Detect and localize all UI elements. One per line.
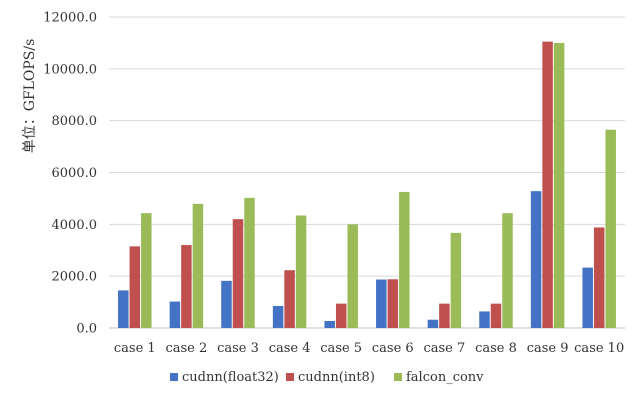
legend: cudnn(float32) cudnn(int8) falcon_conv — [170, 370, 484, 385]
bar-cudnn(float32)-case-10 — [582, 267, 593, 328]
x-tick-label: case 1 — [114, 341, 156, 356]
bar-cudnn(float32)-case-8 — [479, 311, 490, 328]
y-tick-label: 10000.0 — [43, 62, 97, 77]
y-tick-label: 8000.0 — [52, 114, 98, 129]
bar-falcon_conv-case-7 — [450, 232, 462, 328]
bar-falcon_conv-case-2 — [192, 203, 204, 328]
legend-label: cudnn(int8) — [298, 370, 375, 385]
x-tick-label: case 4 — [269, 341, 311, 356]
y-tick-label: 0.0 — [76, 322, 97, 337]
bar-cudnn(float32)-case-7 — [427, 319, 439, 328]
bar-cudnn(float32)-case-6 — [376, 279, 387, 328]
bar-cudnn(float32)-case-5 — [324, 321, 335, 328]
bar-cudnn(float32)-case-4 — [272, 305, 284, 328]
bar-cudnn(int8)-case-9 — [542, 41, 553, 328]
bar-falcon_conv-case-10 — [605, 129, 616, 328]
x-tick-label: case 8 — [475, 341, 517, 356]
legend-item: cudnn(float32) — [170, 370, 279, 385]
y-tick-label: 6000.0 — [52, 166, 98, 181]
bars — [118, 41, 616, 329]
legend-label: cudnn(float32) — [182, 370, 279, 385]
x-tick-label: case 7 — [423, 341, 465, 356]
bar-cudnn(float32)-case-1 — [118, 290, 129, 328]
bar-cudnn(int8)-case-2 — [181, 245, 192, 328]
bar-cudnn(float32)-case-3 — [221, 280, 232, 328]
y-axis-ticks: 0.0 2000.0 4000.0 6000.0 8000.0 10000.0 12000.… — [43, 11, 97, 337]
legend-item: cudnn(int8) — [286, 370, 375, 385]
bar-falcon_conv-case-9 — [553, 42, 565, 329]
x-tick-label: case 10 — [574, 341, 624, 356]
bar-cudnn(float32)-case-9 — [530, 191, 542, 328]
legend-swatch — [170, 373, 178, 381]
x-tick-label: case 2 — [165, 341, 207, 356]
bar-cudnn(int8)-case-6 — [387, 279, 399, 328]
bar-cudnn(int8)-case-1 — [129, 246, 141, 328]
legend-swatch — [394, 373, 402, 381]
y-tick-label: 2000.0 — [52, 270, 98, 285]
x-axis-ticks: case 1 case 2 case 3 case 4 case 5 case 6 case… — [114, 341, 624, 356]
bar-cudnn(int8)-case-3 — [232, 219, 244, 328]
y-axis-label: 单位：GFLOPS/s — [22, 39, 38, 154]
bar-falcon_conv-case-4 — [295, 215, 307, 328]
x-tick-label: case 3 — [217, 341, 259, 356]
legend-label: falcon_conv — [406, 370, 484, 385]
y-tick-label: 12000.0 — [43, 11, 97, 26]
bar-falcon_conv-case-8 — [502, 213, 513, 328]
legend-swatch — [286, 373, 294, 381]
bar-falcon_conv-case-1 — [141, 213, 152, 328]
bar-cudnn(int8)-case-7 — [439, 303, 450, 328]
bar-cudnn(int8)-case-5 — [335, 303, 347, 328]
legend-item: falcon_conv — [394, 370, 484, 385]
x-tick-label: case 6 — [372, 341, 414, 356]
bar-cudnn(int8)-case-4 — [284, 270, 295, 328]
bar-falcon_conv-case-5 — [347, 224, 358, 328]
bar-falcon_conv-case-3 — [244, 197, 255, 328]
x-tick-label: case 5 — [320, 341, 362, 356]
bar-cudnn(int8)-case-8 — [490, 303, 502, 328]
bar-cudnn(float32)-case-2 — [169, 301, 181, 328]
x-tick-label: case 9 — [527, 341, 569, 356]
bar-falcon_conv-case-6 — [399, 191, 410, 328]
y-tick-label: 4000.0 — [52, 218, 98, 233]
bar-cudnn(int8)-case-10 — [593, 227, 605, 328]
